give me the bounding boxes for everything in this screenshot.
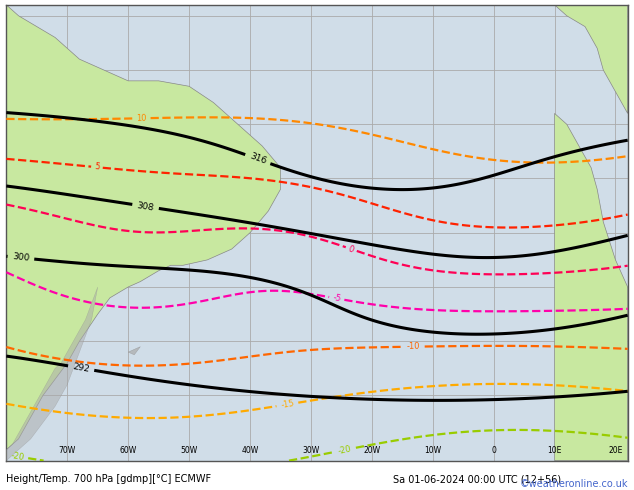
Text: -20: -20: [337, 444, 353, 456]
Text: 10: 10: [136, 114, 146, 123]
Text: 292: 292: [72, 362, 90, 374]
Text: ©weatheronline.co.uk: ©weatheronline.co.uk: [519, 479, 628, 489]
Text: -15: -15: [280, 399, 295, 410]
Text: -10: -10: [407, 342, 420, 351]
Text: 0: 0: [491, 446, 496, 455]
Text: 70W: 70W: [58, 446, 76, 455]
Text: Height/Temp. 700 hPa [gdmp][°C] ECMWF: Height/Temp. 700 hPa [gdmp][°C] ECMWF: [6, 474, 212, 484]
Text: -5: -5: [332, 293, 342, 304]
Text: 20W: 20W: [363, 446, 380, 455]
Text: 316: 316: [248, 152, 268, 167]
Text: Sa 01-06-2024 00:00 UTC (12+56): Sa 01-06-2024 00:00 UTC (12+56): [393, 474, 561, 484]
Text: 10E: 10E: [547, 446, 562, 455]
Text: 0: 0: [347, 244, 355, 254]
Text: 20E: 20E: [608, 446, 623, 455]
Polygon shape: [555, 5, 628, 113]
Polygon shape: [6, 287, 98, 461]
Text: -20: -20: [10, 451, 25, 462]
Text: 5: 5: [94, 163, 100, 172]
Polygon shape: [6, 5, 280, 450]
Text: 30W: 30W: [302, 446, 320, 455]
Text: 10W: 10W: [424, 446, 441, 455]
Text: 50W: 50W: [181, 446, 198, 455]
Polygon shape: [555, 113, 628, 461]
Text: 60W: 60W: [120, 446, 137, 455]
Text: 308: 308: [136, 200, 155, 212]
Polygon shape: [128, 347, 140, 355]
Text: 300: 300: [12, 252, 30, 263]
Text: 40W: 40W: [242, 446, 259, 455]
